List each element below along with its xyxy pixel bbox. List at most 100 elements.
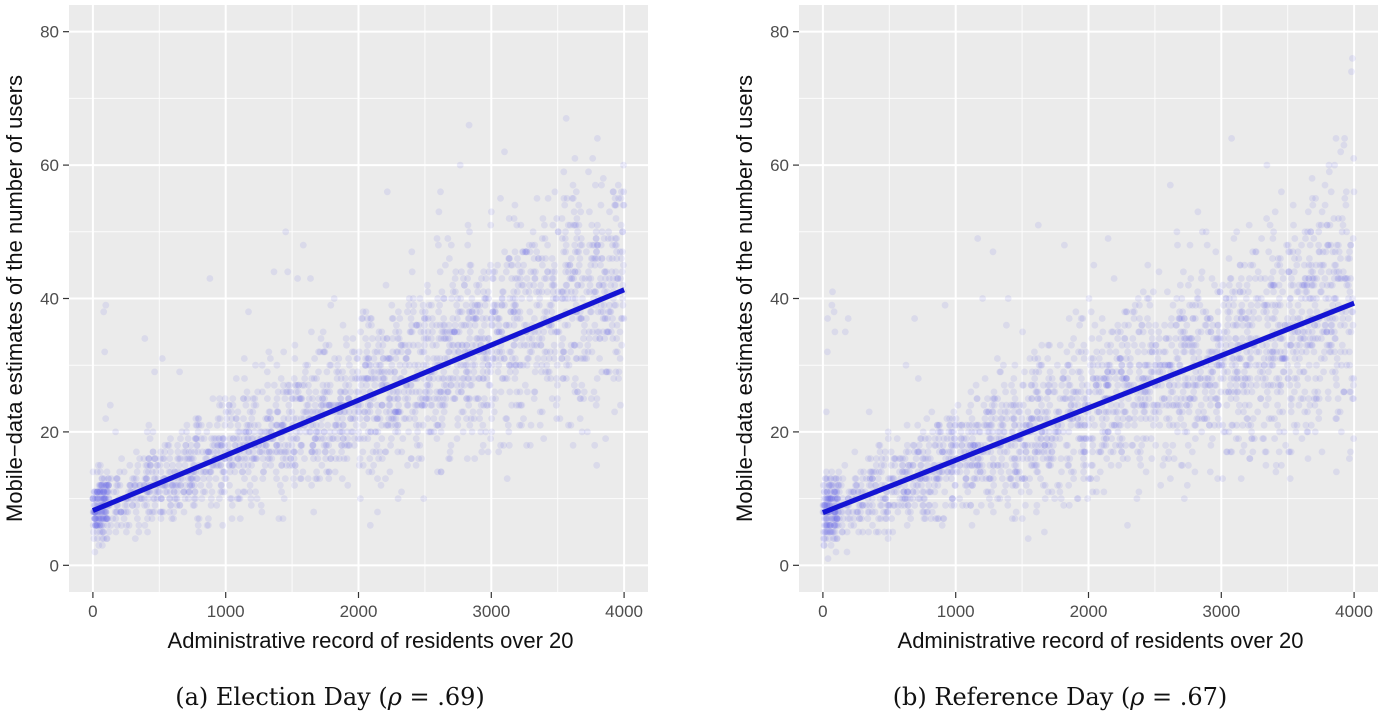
data-point [476, 335, 484, 342]
data-point [594, 241, 602, 249]
data-point [1330, 268, 1338, 276]
data-point [1025, 421, 1033, 429]
data-point [332, 455, 340, 462]
data-point [92, 521, 100, 529]
data-point [390, 408, 398, 416]
data-point [226, 468, 234, 476]
data-point [452, 288, 459, 296]
data-point [572, 295, 579, 302]
rho-symbol: ρ [1130, 683, 1145, 711]
data-point [1260, 435, 1268, 442]
data-point [420, 361, 427, 369]
data-point [923, 508, 931, 516]
data-point [151, 455, 159, 462]
data-point [361, 361, 369, 369]
data-point [966, 441, 974, 449]
data-point [570, 221, 578, 229]
data-point [1043, 395, 1051, 402]
data-point [1177, 335, 1185, 342]
data-point [519, 248, 527, 256]
data-point [176, 501, 184, 509]
data-point [105, 495, 113, 502]
data-point [504, 421, 512, 429]
data-point [1287, 295, 1294, 302]
data-point [218, 441, 226, 449]
data-point [320, 435, 328, 442]
data-point [379, 375, 387, 382]
data-point [1197, 368, 1204, 376]
data-point [1152, 361, 1160, 369]
data-point [600, 301, 608, 309]
data-point [1003, 321, 1010, 329]
data-point [488, 361, 496, 369]
data-point [854, 508, 862, 516]
data-point [422, 395, 430, 402]
data-point [1077, 448, 1085, 456]
data-point [1234, 388, 1242, 396]
data-point [369, 375, 377, 382]
data-point [544, 268, 552, 276]
data-point [141, 501, 148, 509]
data-point [1036, 415, 1043, 422]
data-point [583, 288, 591, 296]
data-point [1149, 288, 1157, 296]
data-point [174, 441, 182, 449]
data-point [1170, 455, 1178, 462]
data-point [1037, 441, 1045, 449]
data-point [1059, 395, 1067, 402]
data-point [1260, 361, 1268, 369]
data-point [1081, 448, 1089, 456]
data-point [389, 348, 397, 356]
data-point [238, 468, 246, 476]
data-point [531, 275, 539, 282]
data-point [261, 461, 269, 469]
data-point [1014, 455, 1022, 462]
data-point [1278, 268, 1286, 276]
data-point [599, 315, 607, 322]
data-point [1012, 461, 1020, 469]
data-point [1236, 355, 1243, 362]
data-point [1191, 468, 1199, 476]
data-point [903, 488, 911, 496]
data-point [465, 308, 473, 316]
data-point [209, 441, 217, 449]
data-point [97, 461, 104, 469]
data-point [1071, 388, 1078, 396]
data-point [1126, 368, 1134, 376]
data-point [611, 241, 619, 249]
data-point [470, 315, 478, 322]
data-point [297, 475, 305, 482]
data-point [544, 195, 552, 202]
data-point [311, 435, 319, 442]
data-point [1332, 135, 1340, 142]
data-point [1144, 315, 1151, 322]
data-point [1260, 301, 1268, 309]
data-point [104, 488, 112, 496]
data-point [1136, 455, 1144, 462]
data-point [1150, 408, 1158, 416]
data-point [571, 268, 579, 276]
data-point [1125, 395, 1132, 402]
data-point [1096, 468, 1104, 476]
data-point [1341, 348, 1349, 356]
data-point [1089, 361, 1097, 369]
data-point [244, 461, 252, 469]
data-point [95, 541, 103, 549]
data-point [361, 361, 369, 369]
data-point [919, 448, 927, 456]
data-point [219, 435, 227, 442]
data-point [1032, 368, 1040, 376]
data-point [94, 495, 101, 502]
data-point [1263, 288, 1270, 296]
data-point [391, 375, 399, 382]
data-point [923, 415, 931, 422]
data-point [113, 475, 121, 482]
data-point [421, 341, 428, 349]
data-point [562, 241, 570, 249]
data-point [1122, 408, 1129, 416]
data-point [1033, 435, 1041, 442]
data-point [319, 395, 326, 402]
data-point [366, 401, 374, 409]
data-point [956, 461, 963, 469]
data-point [328, 448, 336, 456]
